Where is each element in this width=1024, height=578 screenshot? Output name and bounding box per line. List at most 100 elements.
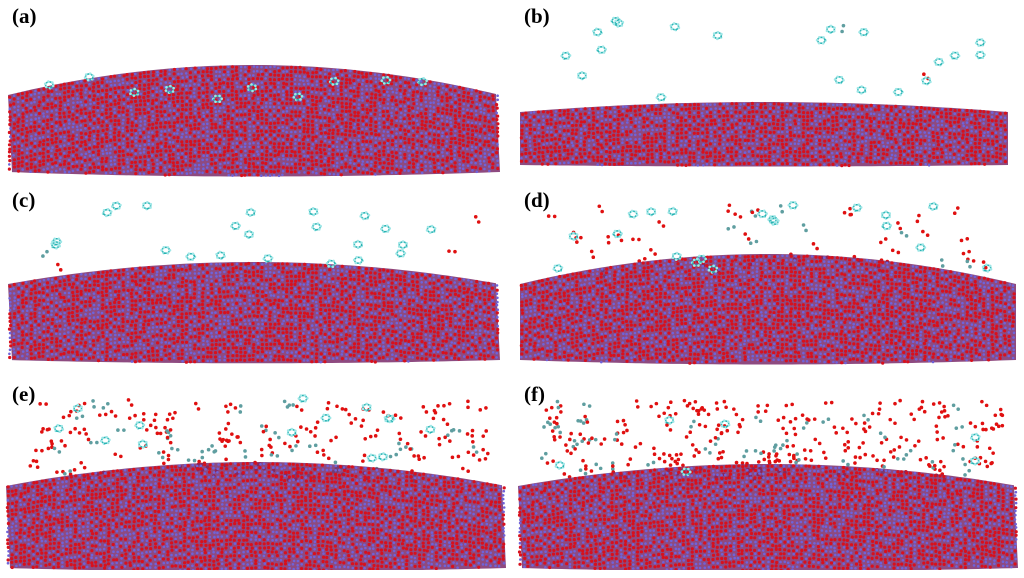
gas-molecule (470, 434, 475, 444)
gas-molecule (785, 444, 796, 449)
gas-molecule (961, 457, 967, 467)
gas-molecule (450, 454, 461, 460)
gas-molecule (154, 425, 160, 436)
gas-molecule (665, 423, 673, 432)
gas-molecule (555, 399, 561, 410)
gas-molecule (615, 418, 626, 424)
gas-molecule (657, 411, 667, 419)
gas-molecule (397, 431, 403, 442)
organic-molecule (552, 263, 564, 273)
organic-molecule (262, 253, 274, 263)
panel-label-e: (e) (12, 382, 36, 406)
gas-molecule (165, 429, 173, 438)
organic-molecule (352, 239, 363, 250)
organic-molecule (366, 453, 378, 463)
organic-molecule (858, 27, 870, 37)
gas-molecule (748, 239, 759, 246)
gas-molecule (987, 446, 995, 455)
gas-molecule (888, 450, 896, 459)
gas-molecule (359, 418, 365, 428)
gas-molecule (772, 445, 783, 451)
gas-molecule (542, 420, 550, 429)
gas-molecule (850, 417, 858, 426)
organic-molecule (949, 51, 961, 60)
gas-molecule (34, 448, 44, 453)
organic-molecule (756, 209, 768, 219)
gas-molecule (38, 402, 48, 406)
gas-molecule (282, 399, 292, 407)
gas-molecule (696, 407, 704, 417)
gas-molecule (116, 428, 126, 432)
gas-molecule (34, 459, 40, 470)
gas-molecule (893, 398, 902, 406)
gas-molecule (109, 409, 118, 418)
simulation-snapshot-c (7, 201, 500, 364)
gas-molecule (554, 415, 559, 426)
organic-molecule (352, 255, 364, 265)
gas-molecule (405, 441, 413, 451)
gas-molecule (956, 442, 966, 449)
gas-molecule (822, 450, 828, 460)
simulation-snapshot-b (519, 16, 1008, 168)
gas-molecule (575, 235, 583, 244)
gas-molecule (294, 434, 300, 444)
gas-molecule (862, 421, 867, 431)
gas-molecule (564, 443, 570, 453)
gas-molecule (540, 451, 548, 460)
gas-molecule (556, 425, 562, 435)
gas-molecule (792, 426, 798, 437)
organic-molecule (856, 85, 867, 95)
gas-molecule (657, 456, 667, 464)
gas-molecule (848, 206, 854, 217)
gas-molecule (732, 407, 739, 417)
gas-molecule (349, 417, 358, 425)
gas-molecule (657, 220, 666, 228)
gas-molecule (862, 413, 870, 422)
organic-molecule (243, 229, 255, 239)
organic-molecule (974, 50, 986, 60)
gas-molecule (307, 443, 318, 449)
organic-molecule (592, 27, 603, 37)
gas-molecule (97, 412, 108, 417)
gas-molecule (959, 236, 970, 243)
gas-molecule (308, 430, 317, 438)
gas-molecule (774, 452, 780, 462)
gas-molecule (951, 403, 960, 411)
organic-molecule (974, 38, 986, 47)
gas-molecule (431, 410, 438, 421)
gas-molecule (61, 413, 72, 420)
gas-molecule (879, 237, 888, 245)
organic-molecule (825, 24, 836, 34)
gas-molecule (993, 412, 1004, 418)
organic-molecule (325, 259, 337, 269)
gas-molecule (157, 451, 165, 460)
gas-molecule (586, 436, 594, 445)
gas-molecule (89, 440, 99, 445)
gas-molecule (261, 424, 269, 434)
gas-molecule (546, 214, 557, 219)
gas-molecule (589, 249, 596, 260)
gas-molecule (841, 426, 849, 435)
panel-label-f: (f) (524, 382, 545, 406)
gas-molecule (163, 425, 173, 432)
gas-molecule (938, 459, 946, 469)
organic-molecule (712, 30, 723, 41)
organic-molecule (297, 394, 309, 403)
gas-molecule (756, 457, 767, 464)
gas-molecule (917, 407, 927, 414)
gas-molecule (315, 448, 325, 455)
gas-molecule (802, 448, 813, 453)
gas-molecule (652, 446, 657, 457)
gas-molecule (200, 449, 205, 460)
crystal-slab (519, 101, 1008, 168)
gas-molecule (801, 223, 808, 233)
gas-molecule (79, 460, 87, 470)
gas-molecule (890, 248, 901, 255)
gas-molecule (733, 212, 743, 219)
organic-molecule (380, 75, 392, 85)
gas-molecule (544, 405, 554, 412)
organic-molecule (361, 402, 372, 412)
gas-molecule (684, 430, 693, 439)
organic-molecule (646, 207, 657, 217)
gas-molecule (575, 439, 585, 447)
